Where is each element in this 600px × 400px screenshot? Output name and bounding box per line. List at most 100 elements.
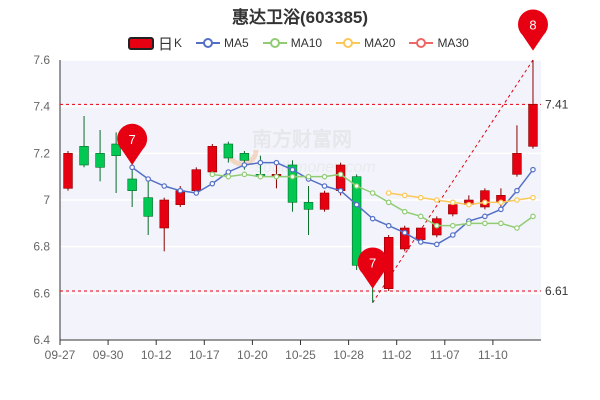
ma20-point	[450, 199, 456, 206]
map-pin-icon	[357, 247, 388, 289]
ma5-point	[337, 187, 344, 194]
candle	[159, 197, 169, 252]
ma5-point	[289, 166, 296, 173]
ma10-point	[385, 199, 392, 206]
x-tick-label: 11-02	[382, 348, 412, 362]
ma5-point	[353, 201, 360, 208]
legend-item-ma10[interactable]: MA10	[262, 36, 323, 50]
candle	[319, 190, 330, 212]
ma5-point	[161, 183, 168, 189]
candle-body	[351, 176, 362, 266]
reference-line-label: 7.41	[545, 97, 569, 111]
ma10-point	[273, 173, 280, 180]
ma5-point	[145, 176, 151, 182]
candle-body	[448, 204, 458, 215]
y-tick-label: 7.6	[33, 53, 50, 67]
price-marker-label: 8	[529, 18, 536, 33]
legend-label-ma10: MA10	[290, 36, 323, 50]
ma5-point	[417, 239, 424, 245]
ma10-point	[289, 173, 296, 180]
ma20-point	[385, 190, 392, 196]
price-marker-pin: 7	[357, 247, 388, 289]
ma20-point	[401, 192, 408, 199]
legend-item-ma5[interactable]: MA5	[196, 36, 249, 50]
candle-body	[223, 143, 234, 159]
trend-line	[372, 59, 534, 303]
ma10-point	[433, 222, 440, 229]
candle-body	[335, 164, 346, 191]
candle-body	[159, 199, 169, 229]
candle	[63, 151, 73, 191]
legend-label-k: K	[174, 36, 183, 50]
map-pin-icon	[517, 9, 548, 51]
watermark: 南方财富网 southmoney.com	[225, 127, 376, 176]
candle	[303, 186, 314, 235]
legend-item-ma30[interactable]: MA30	[409, 36, 469, 50]
legend-item-dayk[interactable]: 日 K	[128, 33, 182, 54]
chart-title: 惠达卫浴(603385)	[231, 8, 369, 27]
ma20-point	[466, 201, 472, 208]
candle	[351, 174, 362, 270]
ma5-point	[273, 159, 280, 166]
y-tick-label: 6.6	[33, 286, 50, 300]
ma10-point	[369, 190, 376, 196]
candle-body	[63, 153, 73, 189]
reference-line-label: 6.61	[545, 284, 569, 298]
ma5-point	[241, 162, 248, 168]
candle	[528, 60, 538, 149]
x-tick-label: 10-28	[333, 348, 364, 362]
candle-body	[303, 202, 314, 210]
candle	[95, 130, 105, 182]
ma10-point	[466, 220, 472, 227]
ma30-line-icon	[409, 37, 434, 49]
x-tick-label: 10-25	[285, 348, 316, 362]
candle-body	[239, 153, 250, 161]
legend-item-ma20[interactable]: MA20	[336, 36, 395, 50]
candle-body	[512, 153, 522, 175]
ma10-point	[225, 173, 232, 180]
ma10-point	[241, 171, 248, 178]
y-tick-label: 6.4	[33, 333, 50, 347]
ma5-point	[530, 166, 536, 173]
candle	[143, 181, 153, 235]
candle-body	[416, 227, 426, 240]
ma5-point	[225, 169, 232, 175]
x-tick-label: 11-10	[478, 348, 508, 362]
x-tick-label: 09-27	[45, 348, 76, 362]
candle	[79, 116, 89, 168]
candle-body	[287, 164, 298, 203]
ma10-point	[353, 183, 360, 189]
ma10-point	[482, 220, 488, 227]
candle	[111, 132, 121, 193]
x-tick-label: 10-20	[237, 348, 268, 362]
price-marker-pin: 8	[517, 9, 548, 51]
ma5-point	[129, 164, 135, 171]
ma20-point	[433, 197, 440, 203]
candle-body	[143, 197, 153, 217]
candlestick-icon	[128, 36, 154, 50]
ma5-point	[321, 183, 328, 189]
ma5-point	[450, 232, 456, 238]
ma10-point	[514, 225, 520, 231]
x-tick-label: 09-30	[93, 348, 124, 362]
legend-label-ma20: MA20	[364, 36, 396, 50]
ma10-point	[257, 173, 264, 180]
candle-body	[319, 192, 330, 210]
ma5-point	[209, 180, 216, 187]
legend-label-day: 日	[158, 35, 174, 53]
candle-body	[400, 227, 410, 250]
ma5-point	[498, 206, 504, 213]
ma5-point	[482, 213, 488, 220]
candle-body	[480, 190, 490, 208]
ma20-point	[417, 194, 424, 201]
ma5-point	[257, 159, 264, 166]
watermark-url: southmoney.com	[255, 159, 376, 176]
candle	[191, 167, 201, 191]
ma10-point	[498, 220, 504, 227]
y-tick-label: 7	[43, 193, 50, 207]
price-marker-label: 7	[369, 256, 376, 271]
candle	[512, 125, 522, 177]
y-tick-label: 7.4	[33, 100, 50, 114]
ma10-point	[417, 213, 424, 220]
